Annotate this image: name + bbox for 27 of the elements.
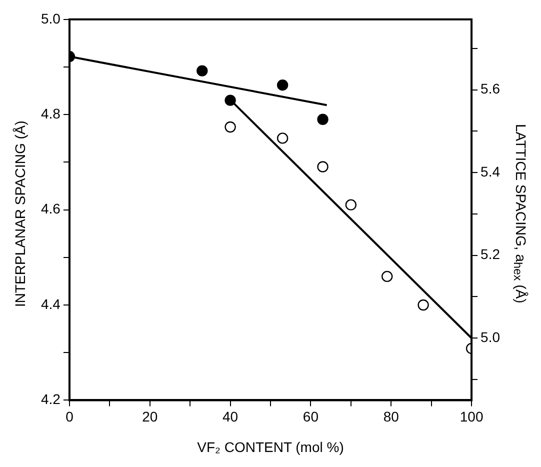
y2-tick-label: 5.2 [480, 246, 500, 262]
x-tick-label: 100 [460, 408, 484, 424]
x-tick-label: 60 [302, 408, 319, 424]
point [224, 94, 236, 106]
y-tick-label: 4.2 [40, 391, 61, 408]
y-axis-title: INTERPLANAR SPACING (Å) [12, 120, 28, 307]
y-tick-label: 5.0 [40, 10, 61, 26]
point [418, 299, 429, 311]
y-tick-label: 4.6 [40, 200, 61, 217]
y-tick-label: 4.4 [40, 296, 61, 312]
y2-tick-label: 5.6 [480, 80, 500, 97]
x-axis-title: VF₂ CONTENT (mol %) [196, 439, 345, 455]
point [196, 65, 208, 76]
x-tick-label: 80 [383, 408, 400, 424]
point [276, 79, 288, 91]
point [276, 132, 288, 144]
y2-tick-label: 5.4 [480, 163, 500, 180]
y-tick-label: 4.8 [40, 105, 61, 122]
point [317, 114, 328, 125]
point [317, 161, 328, 172]
x-tick-label: 0 [66, 408, 74, 424]
y2-tick-label: 5.0 [480, 328, 500, 345]
x-tick-label: 40 [222, 408, 238, 424]
point [224, 121, 236, 133]
point [345, 199, 357, 210]
point [382, 270, 393, 282]
x-tick-label: 20 [142, 408, 158, 424]
